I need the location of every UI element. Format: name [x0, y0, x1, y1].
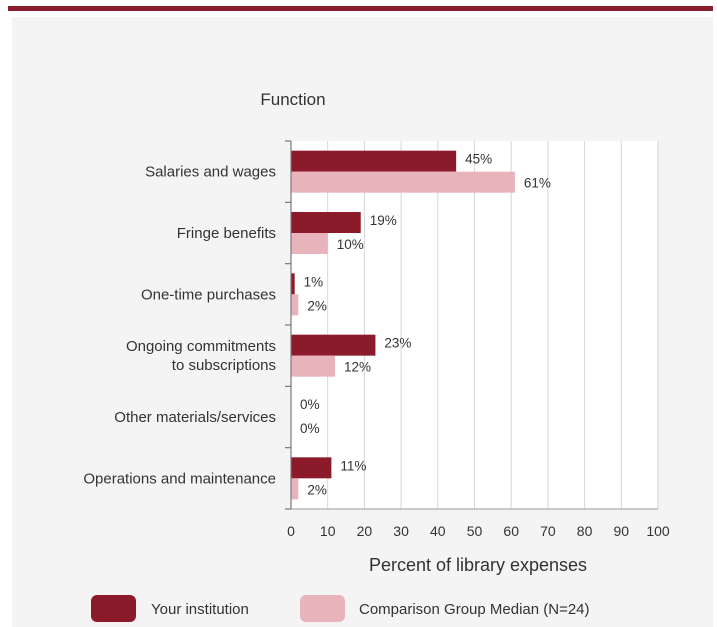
x-tick-label: 100: [646, 523, 670, 539]
category-labels: Salaries and wages Fringe benefits One-tim…: [83, 164, 276, 488]
category-label: Salaries and wages: [145, 164, 276, 181]
x-tick-labels: 0 10 20 30 40 50 60 70 80 90 100: [287, 523, 670, 539]
data-label: 0%: [300, 421, 320, 436]
data-label: 45%: [465, 152, 492, 167]
x-tick-label: 40: [430, 523, 446, 539]
x-tick-label: 50: [467, 523, 483, 539]
y-axis-ticks: [285, 140, 291, 510]
data-label: 2%: [307, 298, 327, 313]
bar-your-institution: [291, 273, 295, 295]
x-tick-label: 70: [540, 523, 556, 539]
category-label: Operations and maintenance: [83, 470, 276, 487]
bar-comparison-median: [291, 478, 299, 500]
data-label: 1%: [304, 274, 324, 289]
data-labels: 45% 61% 19% 10% 1% 2% 23% 12% 0% 0% 11% 2%: [300, 152, 551, 498]
legend-swatch: [300, 595, 345, 622]
x-tick-label: 20: [357, 523, 373, 539]
bar-your-institution: [291, 150, 457, 172]
data-label: 23%: [384, 336, 411, 351]
bars: [291, 150, 515, 500]
bar-your-institution: [291, 457, 332, 479]
gridlines: [327, 141, 659, 509]
bar-comparison-median: [291, 171, 515, 193]
bar-your-institution: [291, 334, 376, 356]
bar-comparison-median: [291, 294, 299, 316]
legend-label: Comparison Group Median (N=24): [359, 601, 590, 618]
x-tick-label: 0: [287, 523, 295, 539]
x-tick-label: 80: [577, 523, 593, 539]
data-label: 19%: [370, 213, 397, 228]
x-axis-label: Percent of library expenses: [369, 555, 587, 575]
data-label: 10%: [337, 237, 364, 252]
x-tick-label: 30: [393, 523, 409, 539]
category-label: Fringe benefits: [177, 225, 276, 242]
x-tick-label: 60: [503, 523, 519, 539]
bar-comparison-median: [291, 355, 336, 377]
legend: Your institution Comparison Group Median …: [91, 595, 590, 622]
x-tick-label: 90: [614, 523, 630, 539]
data-label: 0%: [300, 397, 320, 412]
top-accent-rule: [8, 6, 713, 11]
data-label: 11%: [340, 458, 366, 473]
x-tick-label: 10: [320, 523, 336, 539]
category-label: Other materials/services: [114, 409, 276, 426]
chart-title: Function: [260, 90, 325, 109]
legend-swatch: [91, 595, 136, 622]
data-label: 2%: [307, 482, 327, 497]
data-label: 61%: [524, 176, 551, 191]
legend-label: Your institution: [151, 601, 249, 618]
bar-comparison-median: [291, 233, 328, 254]
category-label: Ongoing commitments to subscriptions: [126, 338, 276, 374]
category-label: One-time purchases: [141, 286, 276, 303]
bar-your-institution: [291, 212, 361, 233]
data-label: 12%: [344, 360, 371, 375]
